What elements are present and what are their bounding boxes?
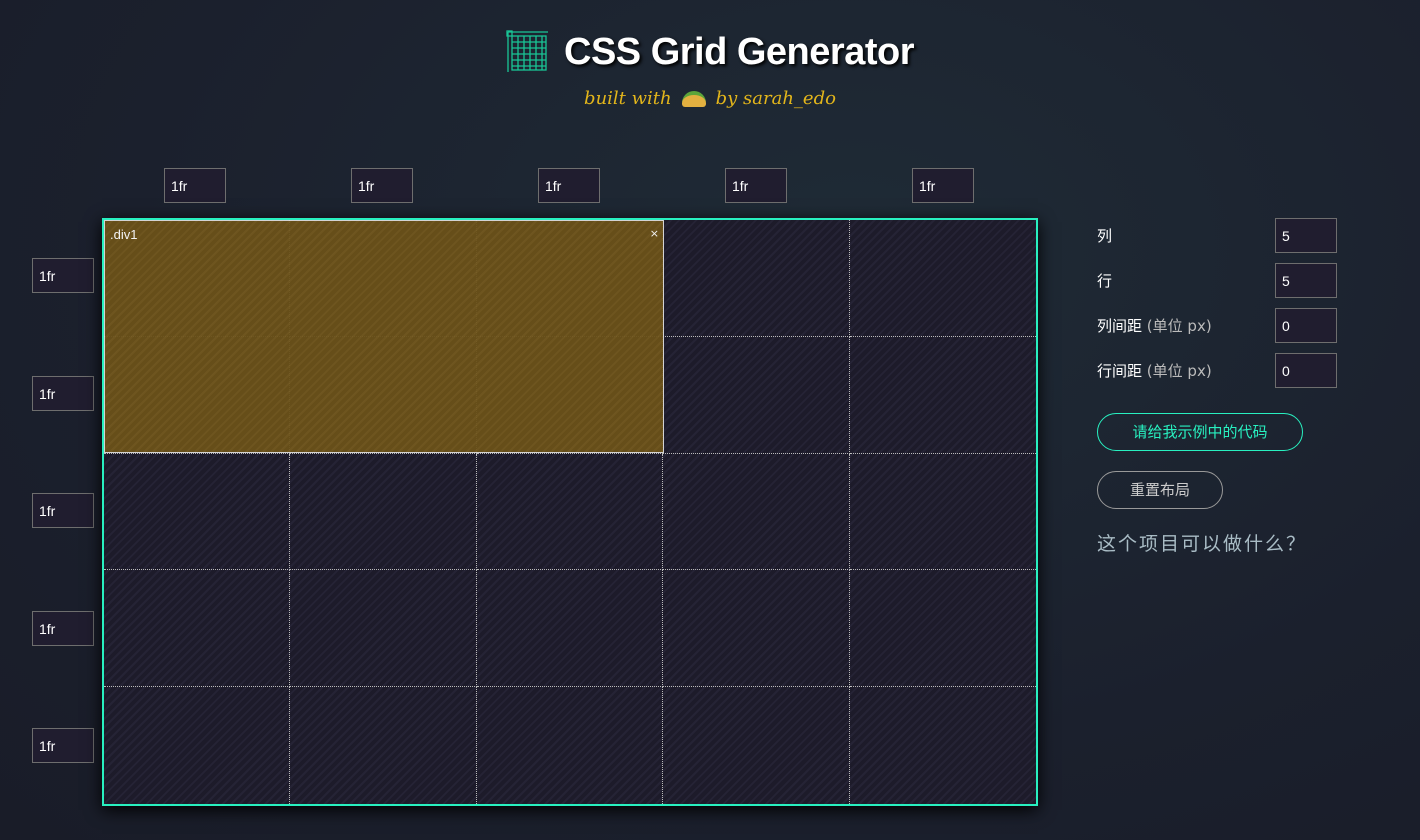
column-size-input-5[interactable] [912,168,974,203]
grid-cell[interactable] [476,453,664,571]
grid-cell[interactable] [850,687,1036,804]
row-size-input-2[interactable] [32,376,94,411]
grid-cell[interactable] [663,336,850,454]
grid-cell[interactable] [849,337,1036,454]
grid-item-label: .div1 [110,227,138,242]
grid-canvas[interactable]: .div1 × [102,218,1038,806]
close-icon[interactable]: × [649,227,659,240]
columns-label: 列 [1097,227,1113,245]
page-title: CSS Grid Generator [506,30,914,74]
grid-cell[interactable] [104,570,291,688]
grid-logo-icon [506,30,548,72]
grid-cell[interactable] [849,454,1036,571]
row-size-input-3[interactable] [32,493,94,528]
grid-cell[interactable] [663,220,850,337]
subtitle: built with by sarah_edo [584,88,836,109]
column-size-input-4[interactable] [725,168,787,203]
columns-input[interactable] [1275,218,1337,253]
rows-input[interactable] [1275,263,1337,298]
column-size-input-3[interactable] [538,168,600,203]
grid-cell[interactable] [849,220,1036,337]
column-gap-label: 列间距 (单位 px) [1097,317,1212,335]
grid-cell[interactable] [477,687,664,804]
grid-cell[interactable] [663,453,850,571]
row-gap-label: 行间距 (单位 px) [1097,362,1212,380]
column-gap-input[interactable] [1275,308,1337,343]
grid-cell[interactable] [290,570,477,688]
grid-cell[interactable] [104,453,291,571]
row-gap-input[interactable] [1275,353,1337,388]
grid-cell[interactable] [663,687,850,804]
grid-cell[interactable] [476,570,664,688]
header: CSS Grid Generator built with by sarah_ed… [0,30,1420,109]
row-size-input-4[interactable] [32,611,94,646]
grid-item-div1[interactable]: .div1 × [104,220,664,453]
grid-cell[interactable] [663,570,850,688]
row-size-input-1[interactable] [32,258,94,293]
row-size-input-5[interactable] [32,728,94,763]
reset-layout-button[interactable]: 重置布局 [1097,471,1223,509]
grid-cell[interactable] [104,687,291,804]
about-link[interactable]: 这个项目可以做什么？ [1097,533,1308,555]
grid-cell[interactable] [849,570,1036,688]
show-code-button[interactable]: 请给我示例中的代码 [1097,413,1303,451]
grid-cell[interactable] [290,453,477,571]
grid-cell[interactable] [290,687,477,804]
settings-panel: 列 行 列间距 (单位 px) 行间距 (单位 px) 请给我示例中的代码 重置… [1097,218,1337,556]
rows-label: 行 [1097,272,1113,290]
taco-icon [681,91,706,107]
column-size-input-1[interactable] [164,168,226,203]
column-size-input-2[interactable] [351,168,413,203]
